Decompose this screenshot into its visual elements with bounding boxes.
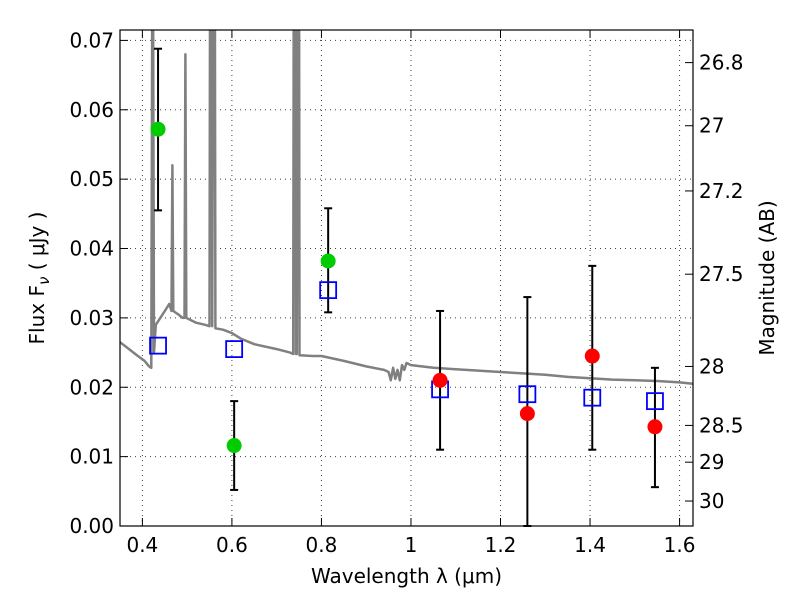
plot-frame <box>119 29 694 527</box>
x-tick-label: 1.2 <box>485 533 517 557</box>
observed-circle-marker <box>150 121 166 137</box>
x-tick-label: 1.6 <box>664 533 696 557</box>
right-tick-label: 26.8 <box>699 51 744 75</box>
model-square-marker <box>319 281 338 300</box>
y-tick-label: 0.02 <box>69 375 114 399</box>
model-square-marker <box>149 336 167 355</box>
x-tick-label: 0.6 <box>216 533 248 557</box>
right-tick-label: 29 <box>699 450 724 474</box>
y-tick-label: 0.04 <box>69 237 114 261</box>
x-tick-label: 0.8 <box>306 533 338 557</box>
right-tick-label: 30 <box>699 489 724 513</box>
observed-circle-marker <box>320 253 336 269</box>
observed-circle-marker <box>647 419 663 435</box>
observed-circle-marker <box>584 348 600 364</box>
x-tick-label: 1 <box>405 533 418 557</box>
y-axis-label: Flux Fν ( μJy ) <box>25 212 53 345</box>
right-tick-label: 27.2 <box>699 179 744 203</box>
x-tick-label: 1.4 <box>574 533 606 557</box>
model-square-marker <box>583 388 602 407</box>
spectrum-line <box>120 30 693 386</box>
observed-circle-marker <box>226 438 242 454</box>
y-tick-label: 0.05 <box>69 167 114 191</box>
y-tick-label: 0.06 <box>69 98 114 122</box>
right-tick-label: 27.5 <box>699 262 744 286</box>
y-axis-label-subscript: ν <box>35 277 53 285</box>
right-tick-label: 27 <box>699 114 724 138</box>
y-axis-label-unit: ( μJy ) <box>25 212 49 277</box>
model-square-marker <box>518 385 537 404</box>
y-tick-label: 0.00 <box>69 514 114 538</box>
y-tick-label: 0.07 <box>69 28 114 52</box>
y-tick-label: 0.03 <box>69 306 114 330</box>
y-tick-label: 0.01 <box>69 445 114 469</box>
y-axis-label-main: Flux F <box>25 285 49 344</box>
spectrum-layer <box>120 30 693 386</box>
error-bars <box>154 47 659 527</box>
grid-lines <box>120 30 693 527</box>
observed-circle-marker <box>519 406 535 422</box>
ticks: 0.4 0.6 0.8 1 1.2 1.4 1.6 0.00 0.01 0.02 0.03 0.04 0… <box>69 28 743 557</box>
model-square-marker <box>646 392 664 411</box>
right-tick-label: 28.5 <box>699 413 744 437</box>
right-tick-label: 28 <box>699 354 724 378</box>
model-square-marker <box>225 340 244 359</box>
observed-circle-marker <box>432 372 448 388</box>
x-axis-label: Wavelength λ (μm) <box>311 564 502 588</box>
x-tick-label: 0.4 <box>126 533 158 557</box>
markers <box>149 121 664 454</box>
right-axis-label: Magnitude (AB) <box>755 200 779 355</box>
